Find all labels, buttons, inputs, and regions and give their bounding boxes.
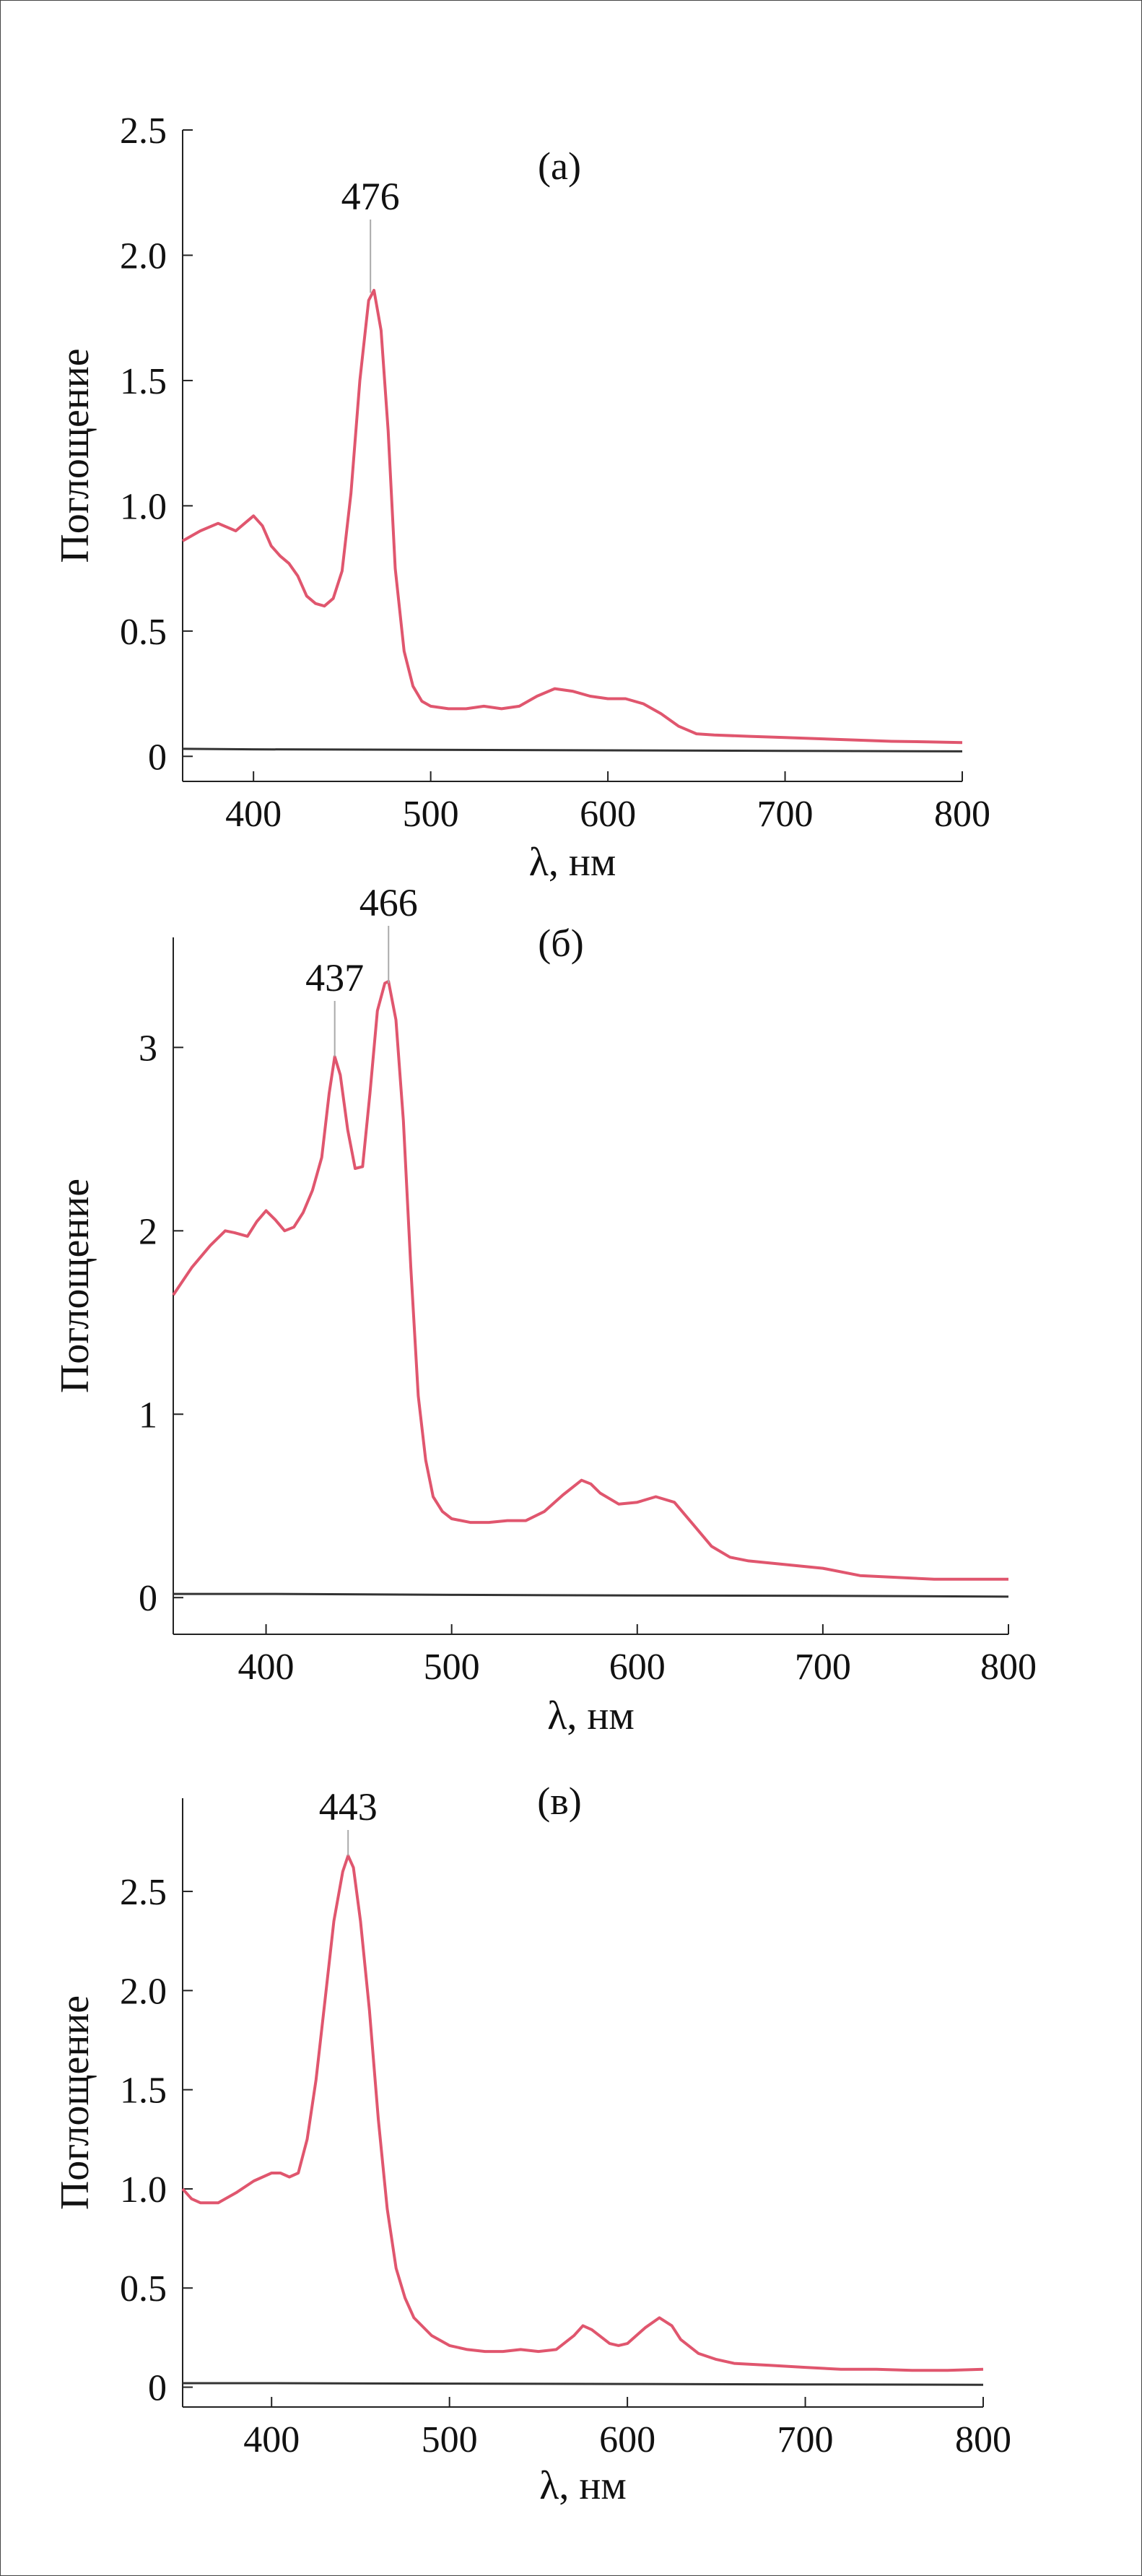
y-tick-label: 0.5: [120, 2268, 167, 2310]
x-axis-title: λ, нм: [547, 1694, 635, 1738]
peak-label: 476: [341, 175, 400, 218]
x-tick-label: 400: [238, 1647, 295, 1688]
sample-spectrum-line: [182, 289, 963, 745]
y-axis-title: Поглощение: [53, 1995, 97, 2210]
y-tick-label: 2.0: [120, 235, 167, 277]
y-tick-label: 0: [148, 2368, 167, 2409]
x-tick-label: 600: [580, 794, 636, 835]
sample-spectrum-line: [172, 979, 1008, 1581]
y-tick-label: 1: [139, 1395, 157, 1436]
x-tick-label: 800: [934, 794, 990, 835]
y-tick-label: 2: [139, 1211, 157, 1252]
chart-panel-3: 400 500 600 700 800 0 0.5 1.0 1.5 2.0 2.5 λ, нм Погл…: [53, 1779, 1011, 2508]
y-tick-label: 2.5: [120, 1872, 167, 1913]
y-tick-label: 1.0: [120, 486, 167, 527]
chart-panel-2: 400 500 600 700 800 0 1 2 3 λ, нм Поглощение (б) 437…: [53, 881, 1037, 1738]
x-tick-label: 800: [980, 1647, 1037, 1688]
peak-label: 437: [305, 956, 364, 999]
y-tick-label: 1.5: [120, 361, 167, 402]
y-tick-label: 3: [139, 1028, 157, 1069]
panel-label: (б): [538, 921, 583, 965]
y-tick-label: 1.0: [120, 2169, 167, 2211]
x-tick-label: 400: [243, 2419, 300, 2460]
x-tick-label: 700: [757, 794, 814, 835]
x-tick-label: 500: [422, 2419, 478, 2460]
sample-spectrum-line: [181, 1854, 984, 2372]
panel-label: (в): [537, 1779, 581, 1823]
x-tick-label: 500: [424, 1647, 480, 1688]
peak-label: 466: [359, 881, 418, 924]
x-tick-label: 700: [777, 2419, 834, 2460]
y-tick-label: 1.5: [120, 2070, 167, 2112]
chart-panel-1: 400 500 600 700 800 0 0.5 1.0 1.5 2.0 2.5 λ, нм Погл…: [53, 110, 990, 885]
peak-label: 443: [319, 1785, 378, 1829]
baseline-spectrum-line: [182, 747, 963, 753]
x-tick-label: 700: [795, 1647, 851, 1688]
x-tick-label: 400: [225, 794, 282, 835]
x-tick-label: 600: [609, 1647, 666, 1688]
x-axis-title: λ, нм: [529, 840, 616, 885]
y-tick-label: 2.5: [120, 110, 167, 152]
y-tick-label: 2.0: [120, 1971, 167, 2012]
y-tick-label: 0: [139, 1578, 157, 1619]
baseline-spectrum-line: [183, 2382, 984, 2386]
y-tick-label: 0: [148, 737, 167, 778]
x-tick-label: 500: [403, 794, 459, 835]
x-tick-label: 800: [955, 2419, 1011, 2460]
x-axis-title: λ, нм: [539, 2463, 627, 2508]
y-axis-title: Поглощение: [53, 348, 97, 563]
panel-label: (a): [538, 144, 581, 188]
y-axis-title: Поглощение: [53, 1179, 97, 1393]
baseline-spectrum-line: [173, 1592, 1009, 1598]
x-tick-label: 600: [599, 2419, 655, 2460]
y-tick-label: 0.5: [120, 612, 167, 653]
